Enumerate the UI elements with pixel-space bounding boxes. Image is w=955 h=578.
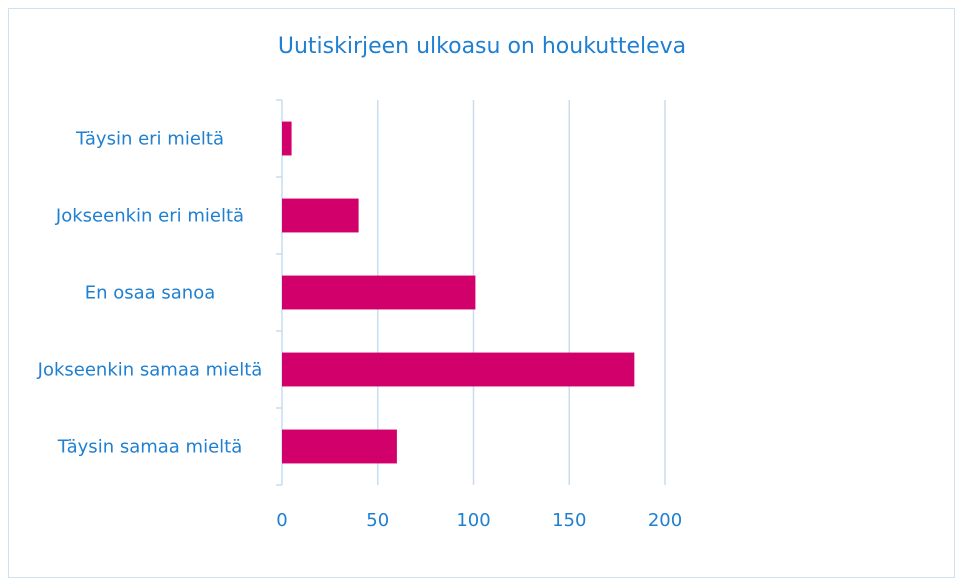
- bar: [282, 275, 476, 310]
- bar: [282, 198, 359, 233]
- y-tick-label: Täysin samaa mieltä: [57, 436, 243, 457]
- y-tick-label: Täysin eri mieltä: [76, 128, 224, 149]
- x-tick-label: 100: [456, 510, 490, 531]
- bar: [282, 352, 635, 387]
- x-tick-label: 0: [276, 510, 287, 531]
- y-tick-label: Jokseenkin samaa mieltä: [37, 359, 263, 380]
- x-tick-label: 200: [648, 510, 682, 531]
- bar: [282, 429, 397, 464]
- y-tick-label: En osaa sanoa: [84, 282, 216, 303]
- y-tick-label: Jokseenkin eri mieltä: [55, 205, 245, 226]
- x-tick-label: 50: [366, 510, 389, 531]
- x-tick-label: 150: [552, 510, 586, 531]
- chart-title: Uutiskirjeen ulkoasu on houkutteleva: [278, 34, 686, 59]
- bar: [282, 121, 292, 156]
